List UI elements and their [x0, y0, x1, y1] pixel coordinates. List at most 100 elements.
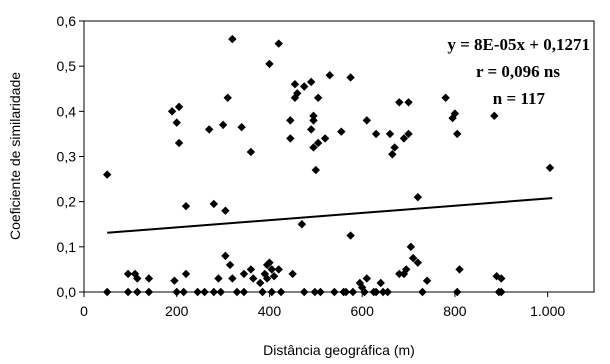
data-point	[383, 287, 392, 297]
y-tick-label: 0,6	[57, 13, 77, 29]
data-point	[200, 287, 209, 297]
data-point	[286, 134, 295, 143]
data-point	[441, 93, 450, 102]
data-point	[453, 129, 462, 139]
data-point	[228, 34, 237, 44]
data-point	[418, 287, 427, 297]
data-point	[181, 201, 191, 211]
data-point	[209, 287, 219, 297]
data-point	[450, 109, 460, 118]
data-point	[102, 287, 112, 297]
data-point	[309, 116, 318, 125]
data-point	[406, 242, 416, 252]
data-point	[362, 274, 372, 283]
data-point	[172, 118, 181, 127]
data-point	[144, 287, 154, 297]
data-point	[455, 265, 464, 274]
data-point	[174, 138, 184, 148]
data-point	[422, 276, 432, 285]
data-point	[274, 39, 283, 48]
data-point	[316, 287, 325, 297]
data-point	[209, 199, 219, 209]
data-point	[360, 287, 369, 297]
data-point	[214, 274, 223, 283]
data-point	[371, 129, 381, 139]
y-tick-label: 0,3	[57, 149, 77, 165]
data-point	[130, 269, 140, 279]
data-point	[288, 269, 297, 279]
data-point	[346, 231, 355, 240]
data-point	[390, 143, 399, 152]
data-point	[371, 287, 381, 297]
data-point	[123, 269, 133, 279]
data-point	[221, 251, 230, 261]
data-point	[395, 269, 404, 279]
data-point	[237, 122, 246, 132]
data-point	[102, 170, 112, 179]
data-point	[239, 269, 249, 279]
data-point	[378, 287, 388, 297]
data-point	[385, 129, 395, 139]
data-point	[399, 134, 409, 143]
x-tick-label: 400	[258, 303, 282, 319]
data-point	[269, 271, 279, 281]
trendline	[107, 197, 553, 234]
x-tick-label: 1.000	[530, 303, 565, 319]
data-point	[395, 98, 404, 107]
data-point	[265, 59, 274, 69]
data-point	[309, 111, 318, 121]
data-point	[174, 102, 184, 112]
data-point	[218, 120, 228, 130]
data-point	[330, 287, 339, 297]
data-point	[497, 274, 506, 283]
data-point	[232, 287, 242, 297]
data-point	[225, 260, 235, 270]
data-point	[313, 138, 323, 148]
data-point	[239, 287, 249, 297]
data-point	[181, 269, 191, 279]
data-point	[179, 287, 188, 297]
data-point	[413, 258, 423, 267]
data-point	[402, 265, 411, 274]
data-point	[133, 274, 142, 283]
annotation-r: r = 0,096 ns	[476, 62, 560, 81]
y-axis-title: Coeficiente de similaridade	[7, 72, 23, 240]
data-point	[246, 147, 256, 157]
annotation-n: n = 117	[493, 89, 546, 108]
data-point	[306, 125, 316, 134]
data-point	[228, 274, 237, 283]
data-points	[102, 34, 555, 297]
data-point	[221, 206, 230, 215]
data-point	[490, 111, 499, 121]
annotation-equation: y = 8E-05x + 0,1271	[447, 35, 590, 54]
plot-area	[83, 20, 595, 293]
data-point	[193, 287, 202, 297]
data-point	[144, 274, 154, 283]
data-point	[545, 163, 555, 172]
data-point	[170, 276, 179, 285]
data-point	[300, 287, 309, 297]
data-point	[453, 287, 462, 297]
x-tick-label: 200	[165, 303, 189, 319]
data-point	[306, 77, 316, 87]
data-point	[404, 98, 413, 107]
data-point	[376, 278, 385, 288]
data-point	[346, 73, 355, 82]
data-point	[265, 258, 274, 267]
data-point	[223, 93, 232, 102]
data-point	[255, 278, 265, 288]
data-point	[297, 220, 307, 229]
data-point	[313, 93, 323, 102]
data-point	[249, 274, 258, 283]
x-tick-labels: 0 200 400 600 800 1.000	[80, 303, 565, 319]
data-point	[388, 150, 397, 159]
data-point	[172, 287, 181, 297]
data-point	[311, 165, 321, 175]
y-tick-labels: 0,0 0,1 0,2 0,3 0,4 0,5 0,6	[57, 13, 77, 300]
data-point	[320, 134, 330, 143]
x-tick-label: 800	[443, 303, 467, 319]
data-point	[267, 287, 276, 297]
data-point	[246, 265, 256, 274]
x-tick-label: 600	[351, 303, 375, 319]
